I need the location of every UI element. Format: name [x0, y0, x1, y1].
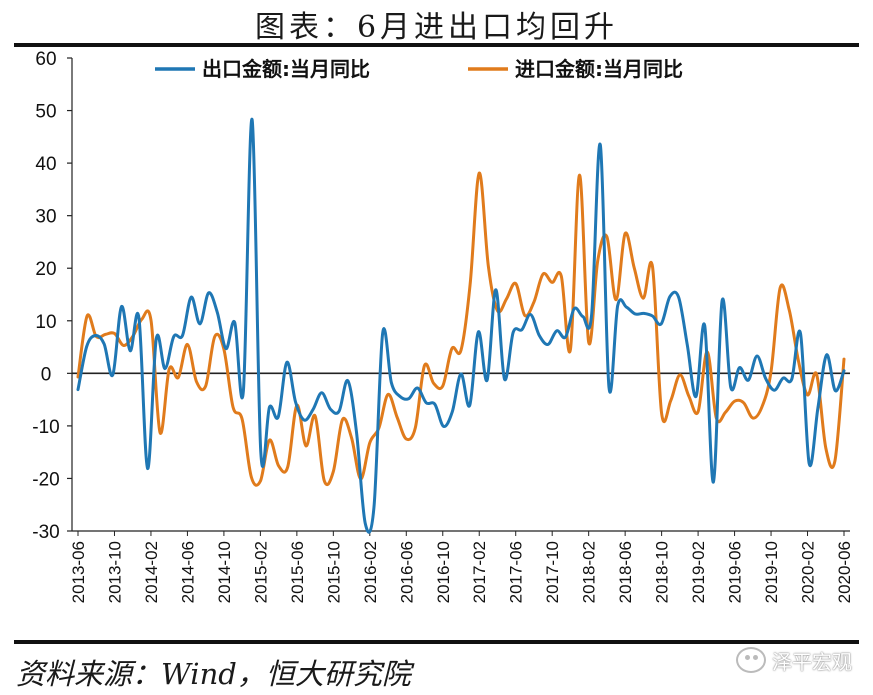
x-tick-label: 2015-06: [288, 541, 307, 603]
y-tick-label: 40: [35, 154, 56, 175]
line-chart: -30 -20 -10 0 10 20 30 40 50 60 2013-06 2013-10 2014…: [32, 49, 854, 603]
legend-label-import: 进口金额:当月同比: [515, 57, 683, 81]
x-tick-label: 2013-10: [105, 541, 124, 603]
bottom-rule: [14, 640, 859, 644]
x-tick-label: 2016-10: [434, 541, 453, 603]
x-tick-label: 2014-06: [178, 541, 197, 603]
x-tick-label: 2019-06: [726, 541, 745, 603]
x-tick-label: 2018-10: [653, 541, 672, 603]
y-tick-label: 50: [35, 102, 56, 123]
y-tick-label: 60: [35, 49, 56, 70]
y-tick-label: -30: [32, 522, 59, 543]
x-tick-label: 2020-06: [835, 541, 854, 603]
legend-label-export: 出口金额:当月同比: [202, 57, 370, 81]
source-note: 资料来源：Wind，恒大研究院: [16, 657, 411, 691]
x-tick-label: 2019-10: [762, 541, 781, 603]
y-tick-label: 10: [35, 312, 56, 333]
y-tick-label: -20: [32, 469, 59, 490]
x-tick-label: 2018-02: [580, 541, 599, 603]
y-tick-label: 0: [41, 364, 52, 385]
top-rule: [14, 43, 859, 47]
x-tick-label: 2014-10: [215, 541, 234, 603]
wechat-icon: [736, 647, 766, 673]
x-tick-label: 2016-02: [361, 541, 380, 603]
x-tick-label: 2017-02: [470, 541, 489, 603]
x-tick-label: 2013-06: [69, 541, 88, 603]
x-tick-label: 2016-06: [397, 541, 416, 603]
x-tick-label: 2014-02: [142, 541, 161, 603]
series-line-export: [76, 117, 846, 534]
x-tick-label: 2020-02: [799, 541, 818, 603]
series-line-import: [76, 171, 846, 487]
y-tick-label: -10: [32, 417, 59, 438]
x-tick-label: 2015-02: [251, 541, 270, 603]
y-tick-label: 20: [35, 259, 56, 280]
x-tick-label: 2018-06: [616, 541, 635, 603]
watermark-text: 泽平宏观: [772, 649, 852, 674]
x-tick-label: 2017-10: [543, 541, 562, 603]
x-tick-label: 2015-10: [324, 541, 343, 603]
chart-title: 图表：6月进出口均回升: [254, 10, 619, 45]
watermark: 泽平宏观: [736, 646, 852, 674]
x-tick-label: 2019-02: [689, 541, 708, 603]
y-tick-label: 30: [35, 207, 56, 228]
x-tick-label: 2017-06: [507, 541, 526, 603]
